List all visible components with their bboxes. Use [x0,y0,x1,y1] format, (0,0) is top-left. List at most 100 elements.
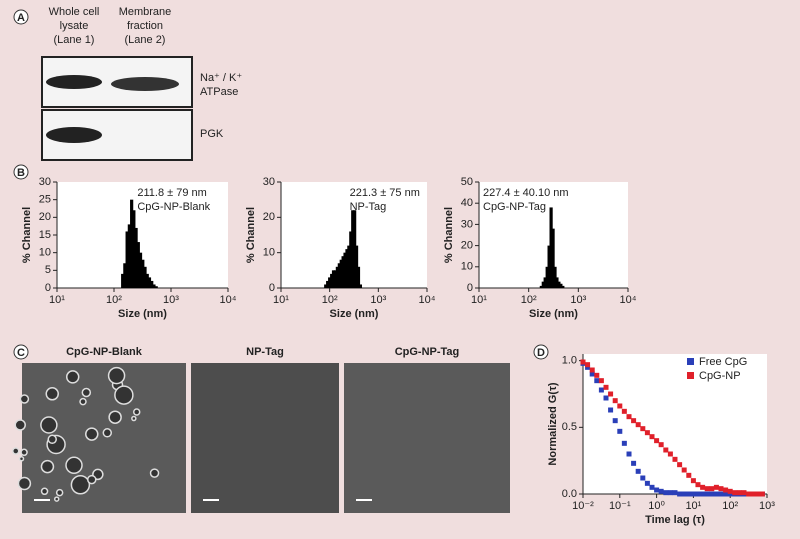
point [598,387,604,393]
point [654,487,660,493]
panel-badge [533,344,549,360]
point [686,472,692,478]
bar [141,259,145,288]
band-label: ATPase [200,86,238,98]
bar [356,266,361,288]
annotation: CpG-NP-Blank [137,201,210,213]
bar [549,207,553,288]
micrograph-title: CpG-NP-Tag [395,346,460,358]
x-axis-label: Time lag (τ) [645,514,705,526]
bar [125,231,129,288]
x-tick-label: 10³ [570,294,586,306]
bar [343,252,347,288]
particle [85,427,99,441]
band-label: Na⁺ / K⁺ [200,72,242,84]
bar [147,277,152,288]
particle [53,496,60,502]
bar [152,284,156,288]
particle [45,387,59,401]
lane-label: Whole cell [49,6,100,18]
point [667,451,673,457]
bar [345,249,349,288]
blot-band [46,127,102,143]
bar [324,284,328,288]
y-tick-label: 0.5 [562,421,577,433]
x-tick-label: 10¹ [273,294,289,306]
point [594,372,600,378]
bar [349,231,353,288]
lane-label: (Lane 2) [125,34,166,46]
bar [339,259,343,288]
point [718,491,724,497]
point [612,398,618,404]
point [723,491,729,497]
point [603,395,609,401]
particle [87,474,97,485]
panel-badge [13,344,29,360]
micrograph-title: NP-Tag [246,346,284,358]
x-tick-label: 10² [322,294,338,306]
bar [328,277,332,288]
bar [353,210,357,288]
point [649,484,655,490]
point [750,491,756,497]
point [658,488,664,494]
point [626,414,632,420]
bar [555,277,559,288]
point [700,484,706,490]
point [690,491,696,497]
bar [557,281,561,288]
bar [551,228,555,288]
point [700,491,706,497]
lane-label: Membrane [119,6,172,18]
point [644,430,650,436]
y-tick-label: 20 [461,240,473,252]
point [640,426,646,432]
bar [130,199,134,288]
point [718,486,724,492]
bar [132,210,136,288]
x-tick-label: 10⁴ [419,294,436,306]
lane-label: lysate [60,20,89,32]
bar [127,224,131,288]
point [580,359,586,365]
point [681,491,687,497]
point [585,364,591,370]
point [603,384,609,390]
band-label: PGK [200,128,224,140]
point [621,440,627,446]
legend-swatch [687,372,694,379]
blot-band [46,75,102,89]
bar [541,281,545,288]
bar [351,210,355,288]
point [585,362,591,368]
bar [331,270,336,288]
point [635,422,641,428]
panel-label: D [537,347,545,359]
x-tick-label: 10¹ [471,294,487,306]
y-tick-label: 0 [45,282,51,294]
x-axis-label: Size (nm) [529,308,578,320]
particle [131,415,137,422]
bar [123,263,127,288]
bar [354,245,359,288]
point [709,491,715,497]
annotation: NP-Tag [350,201,387,213]
particle [40,487,49,496]
point [690,478,696,484]
bar [333,270,337,288]
bar [121,273,125,288]
point [727,491,733,497]
y-tick-label: 30 [263,176,275,188]
y-tick-label: 30 [39,176,51,188]
point [631,418,637,424]
annotation: 211.8 ± 79 nm [137,187,206,199]
point [746,491,752,497]
point [672,456,678,462]
y-tick-label: 15 [39,229,51,241]
x-tick-label: 10³ [759,500,775,512]
bar [561,285,565,288]
particle [149,468,160,478]
x-tick-label: 10² [722,500,738,512]
y-tick-label: 30 [461,218,473,230]
